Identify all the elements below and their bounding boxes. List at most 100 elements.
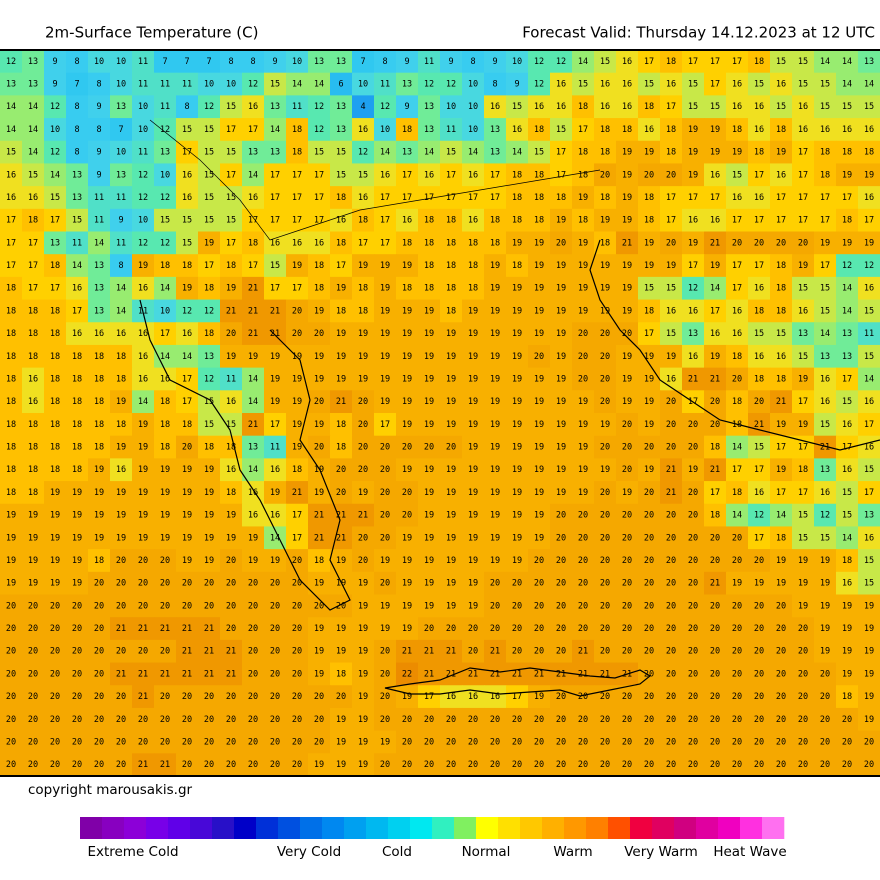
temperature-value: 18 [776, 374, 786, 384]
temperature-cell [22, 639, 45, 664]
temperature-cell [242, 617, 265, 641]
temperature-cell [660, 707, 683, 732]
temperature-value: 21 [182, 624, 192, 634]
temperature-value: 17 [380, 420, 390, 430]
temperature-cell [66, 458, 89, 482]
temperature-value: 15 [204, 193, 214, 203]
temperature-cell [462, 458, 485, 482]
temperature-value: 19 [182, 488, 192, 498]
temperature-cell [550, 503, 573, 527]
temperature-value: 12 [160, 125, 170, 135]
temperature-value: 21 [688, 374, 698, 384]
temperature-cell [176, 435, 199, 459]
temperature-value: 19 [28, 579, 38, 589]
temperature-value: 14 [732, 443, 742, 453]
temperature-cell [484, 208, 507, 232]
temperature-value: 21 [336, 397, 346, 407]
temperature-value: 12 [248, 80, 258, 90]
temperature-value: 17 [688, 261, 698, 271]
temperature-value: 19 [292, 443, 302, 453]
temperature-value: 19 [842, 624, 852, 634]
temperature-value: 18 [314, 261, 324, 271]
temperature-cell [748, 231, 771, 255]
temperature-value: 15 [28, 170, 38, 180]
temperature-value: 17 [50, 284, 60, 294]
temperature-value: 20 [644, 715, 654, 725]
temperature-value: 19 [842, 647, 852, 657]
temperature-value: 19 [534, 533, 544, 543]
legend-swatch [564, 817, 587, 839]
temperature-value: 17 [270, 193, 280, 203]
temperature-cell [264, 231, 287, 255]
temperature-cell [726, 526, 749, 550]
temperature-value: 18 [28, 443, 38, 453]
temperature-cell [836, 617, 859, 641]
temperature-cell [44, 685, 67, 709]
temperature-value: 20 [666, 737, 676, 747]
temperature-value: 19 [468, 329, 478, 339]
temperature-value: 15 [226, 148, 236, 158]
temperature-value: 9 [492, 57, 497, 67]
temperature-cell [572, 344, 595, 369]
temperature-value: 14 [160, 352, 170, 362]
temperature-value: 20 [556, 737, 566, 747]
temperature-cell [88, 481, 111, 505]
temperature-cell [198, 549, 221, 573]
temperature-cell [528, 322, 551, 346]
temperature-cell [352, 435, 375, 459]
temperature-cell [264, 140, 287, 164]
temperature-value: 19 [556, 261, 566, 271]
temperature-value: 14 [842, 80, 852, 90]
temperature-cell [660, 299, 683, 323]
temperature-cell [66, 435, 89, 459]
temperature-value: 20 [710, 669, 720, 679]
temperature-cell [330, 163, 353, 187]
temperature-value: 19 [622, 261, 632, 271]
temperature-value: 17 [380, 238, 390, 248]
legend-swatch [630, 817, 653, 839]
temperature-value: 16 [798, 306, 808, 316]
temperature-value: 18 [754, 57, 764, 67]
temperature-value: 16 [820, 125, 830, 135]
temperature-cell [66, 254, 89, 278]
temperature-cell [572, 549, 595, 573]
temperature-cell [88, 254, 111, 278]
temperature-cell [462, 344, 485, 369]
temperature-cell [484, 458, 507, 482]
legend-swatch [498, 817, 521, 839]
temperature-value: 19 [6, 579, 16, 589]
temperature-cell [748, 571, 771, 595]
temperature-value: 20 [358, 556, 368, 566]
temperature-value: 14 [776, 511, 786, 521]
temperature-cell [748, 435, 771, 459]
temperature-cell [572, 140, 595, 164]
temperature-value: 19 [534, 329, 544, 339]
temperature-cell [330, 50, 353, 74]
temperature-cell [748, 344, 771, 369]
temperature-value: 21 [160, 624, 170, 634]
temperature-cell [198, 72, 221, 96]
temperature-cell [462, 72, 485, 96]
temperature-value: 19 [534, 511, 544, 521]
temperature-value: 20 [248, 669, 258, 679]
temperature-value: 19 [248, 556, 258, 566]
temperature-cell [726, 753, 749, 777]
temperature-value: 20 [688, 443, 698, 453]
temperature-value: 21 [710, 238, 720, 248]
temperature-value: 20 [798, 669, 808, 679]
temperature-cell [154, 344, 177, 369]
temperature-cell [198, 617, 221, 641]
temperature-value: 20 [622, 579, 632, 589]
temperature-cell [110, 503, 133, 527]
temperature-value: 15 [534, 148, 544, 158]
temperature-value: 11 [138, 57, 148, 67]
temperature-cell [374, 435, 397, 459]
temperature-cell [242, 299, 265, 323]
temperature-cell [858, 594, 880, 618]
temperature-value: 18 [864, 148, 874, 158]
temperature-cell [726, 231, 749, 255]
temperature-cell [286, 322, 309, 346]
temperature-cell [792, 730, 815, 754]
temperature-value: 20 [358, 420, 368, 430]
temperature-value: 20 [666, 669, 676, 679]
